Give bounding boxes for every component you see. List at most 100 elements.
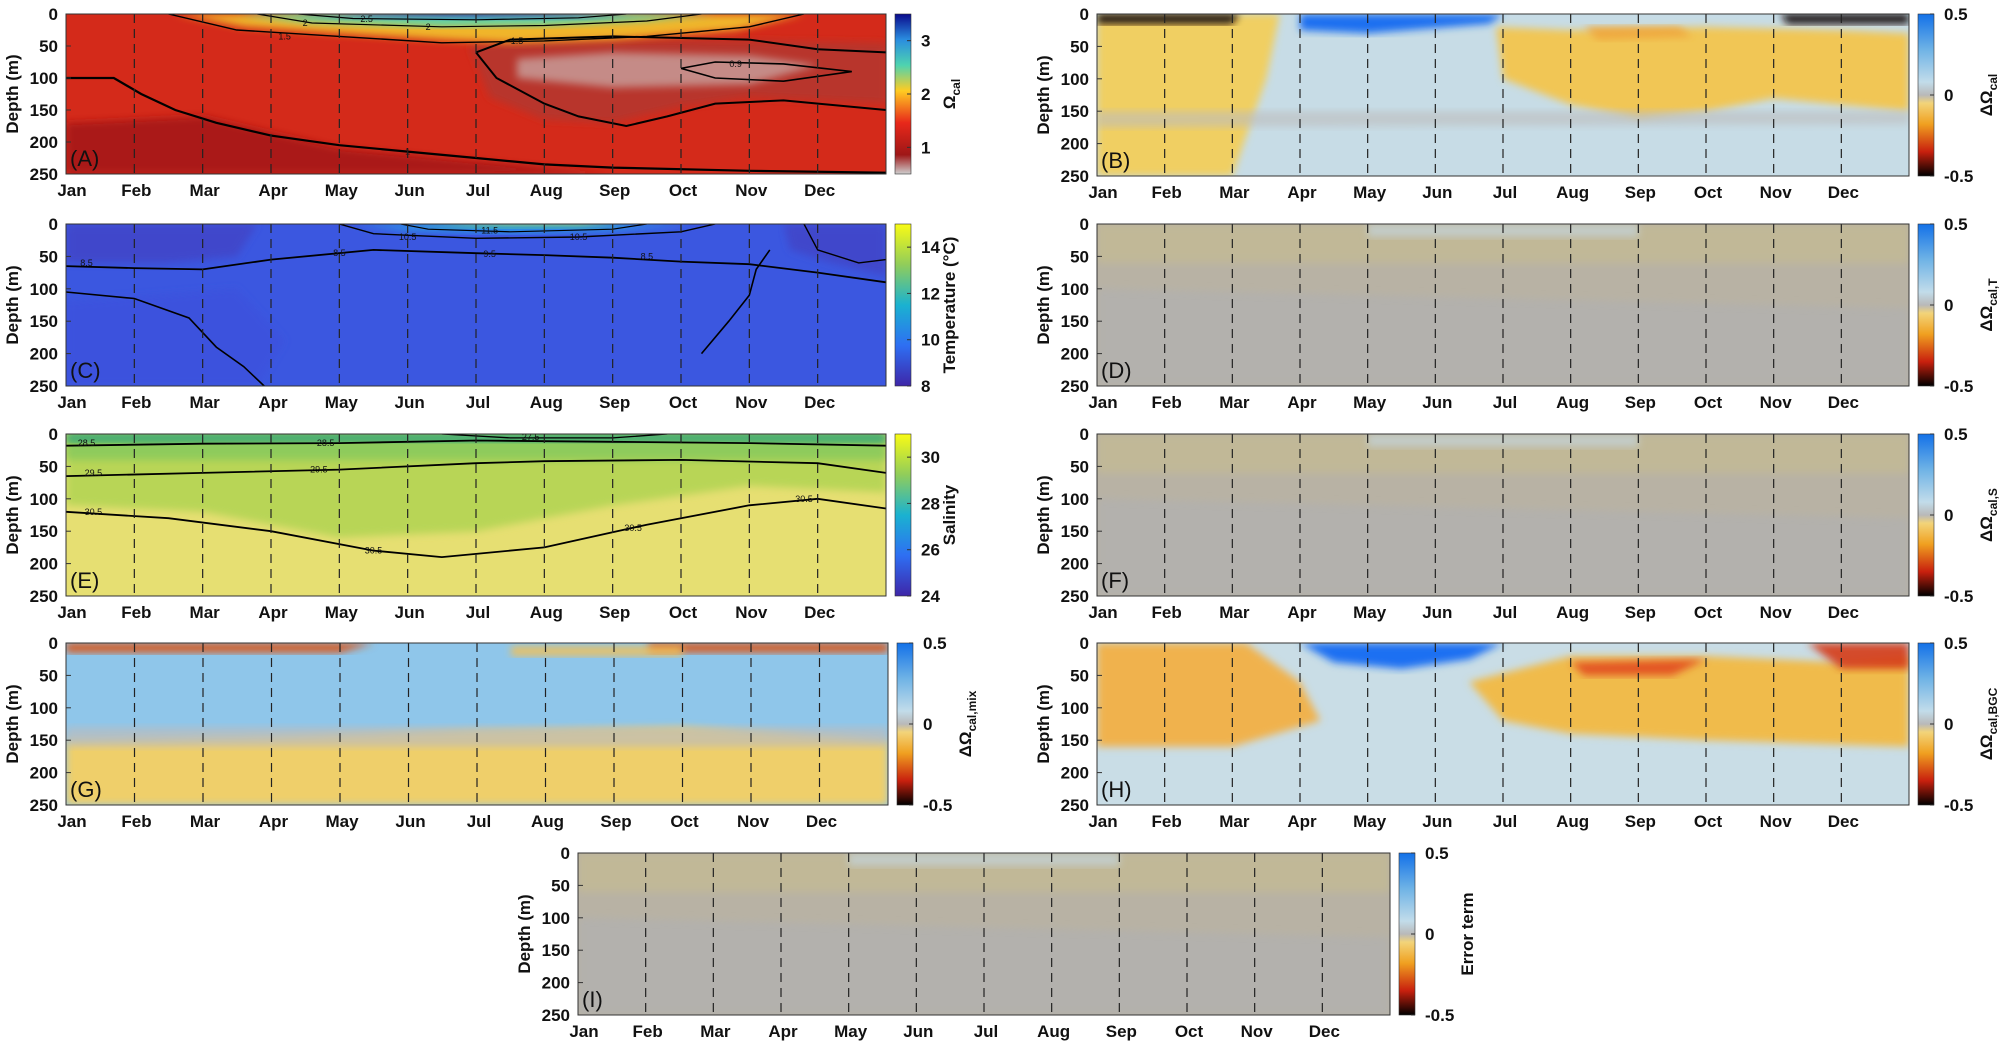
- month-tick: Jan: [57, 393, 86, 412]
- month-tick: Sep: [1625, 183, 1656, 202]
- month-tick: Oct: [669, 603, 698, 622]
- month-tick: May: [1353, 603, 1387, 622]
- month-tick: Apr: [1287, 183, 1317, 202]
- month-tick: Nov: [1760, 812, 1793, 831]
- month-tick: Jul: [466, 393, 491, 412]
- month-tick: Aug: [1556, 603, 1589, 622]
- plot-frame: [577, 852, 1391, 1016]
- colorbar-tick: 3: [921, 32, 930, 51]
- month-tick: May: [1353, 183, 1387, 202]
- panel-label: (F): [1101, 568, 1129, 593]
- month-tick: May: [834, 1022, 868, 1041]
- contour-8-5-east: [700, 249, 771, 355]
- month-tick: Jun: [1422, 393, 1452, 412]
- month-tick: Dec: [804, 181, 835, 200]
- month-tick: Jan: [1088, 393, 1117, 412]
- depth-axis-label: Depth (m): [1034, 265, 1053, 344]
- depth-tick: 200: [1061, 345, 1089, 364]
- depth-tick: 150: [1061, 312, 1089, 331]
- month-tick: Jun: [1422, 812, 1452, 831]
- depth-tick: 200: [1061, 555, 1089, 574]
- depth-tick: 200: [542, 974, 570, 993]
- panel-label: (G): [70, 777, 102, 802]
- plot-frame: [1096, 223, 1910, 387]
- surface-red-fall: [648, 643, 888, 653]
- month-tick: Sep: [1625, 812, 1656, 831]
- contour-label: 10.5: [399, 232, 417, 242]
- depth-axis-label: Depth (m): [1034, 684, 1053, 763]
- colorbar-tick: 14: [921, 238, 940, 257]
- contour-29-5: [66, 458, 886, 477]
- month-tick: Nov: [1760, 603, 1793, 622]
- colorbar-tick: -0.5: [1425, 1006, 1454, 1025]
- contour-11-5: [400, 224, 647, 233]
- depth-tick: 100: [1061, 280, 1089, 299]
- month-tick: Feb: [1152, 812, 1182, 831]
- contour-1-lower: [475, 51, 886, 128]
- month-tick: Dec: [806, 812, 837, 831]
- month-tick: Mar: [1219, 812, 1250, 831]
- month-tick: Jul: [1493, 393, 1518, 412]
- depth-tick: 200: [1061, 135, 1089, 154]
- month-tick: Jan: [569, 1022, 598, 1041]
- colorbar-label: Ωcal: [940, 79, 963, 109]
- month-tick: Feb: [1152, 603, 1182, 622]
- depth-tick: 100: [1061, 70, 1089, 89]
- contour-label: 0.9: [729, 59, 742, 69]
- month-tick: Oct: [1694, 393, 1723, 412]
- axes-B: Jan Feb Mar Apr May Jun Jul Aug Sep Oct Nov Dec 0 50 1…: [1034, 5, 2000, 202]
- contour-label: 2.5: [360, 14, 373, 24]
- contour-label: 1.5: [278, 31, 291, 41]
- surface-aug: [511, 646, 683, 656]
- month-tick: Oct: [669, 181, 698, 200]
- month-tick: May: [1353, 812, 1387, 831]
- deep-low-omega: [66, 116, 613, 174]
- contour-label: 30.5: [624, 523, 642, 533]
- summer-positive: [1496, 27, 1909, 118]
- month-tick: Aug: [1556, 393, 1589, 412]
- month-tick: Oct: [1694, 812, 1723, 831]
- month-tick: Apr: [258, 603, 288, 622]
- depth-tick: 0: [1080, 425, 1089, 444]
- month-tick: Mar: [700, 1022, 731, 1041]
- depth-tick: 100: [30, 490, 58, 509]
- colorbar-tick: 0: [1944, 715, 1953, 734]
- month-tick: Nov: [1760, 393, 1793, 412]
- month-tick: Aug: [530, 393, 563, 412]
- month-tick: Nov: [735, 603, 768, 622]
- colorbar-tick: 12: [921, 284, 940, 303]
- contour-8-5-dec: [803, 224, 886, 264]
- depth-tick: 250: [30, 165, 58, 184]
- month-tick: Mar: [1219, 393, 1250, 412]
- month-tick: Mar: [190, 603, 221, 622]
- depth-axis-label: Depth (m): [3, 684, 22, 763]
- colorbar-label-sub: cal,BGC: [1986, 687, 2000, 734]
- month-tick: Apr: [1287, 603, 1317, 622]
- depth-tick: 100: [30, 699, 58, 718]
- month-tick: Oct: [1694, 183, 1723, 202]
- month-tick: Dec: [804, 393, 835, 412]
- plot-frame: [65, 223, 887, 387]
- surface-dark-dec: [1780, 14, 1909, 24]
- depth-tick: 0: [1080, 215, 1089, 234]
- spring-negative: [1300, 643, 1503, 669]
- colorbar-tick: 0.5: [923, 634, 947, 653]
- axes-H: Jan Feb Mar Apr May Jun Jul Aug Sep Oct Nov Dec 0 50 1…: [1034, 634, 2000, 831]
- month-tick: Dec: [1309, 1022, 1340, 1041]
- contour-label: 30.5: [85, 507, 103, 517]
- deep-cool: [66, 288, 285, 386]
- panel-label: (H): [1101, 777, 1132, 802]
- month-tick: Sep: [599, 603, 630, 622]
- colorbar-tick: -0.5: [1944, 796, 1973, 815]
- month-tick: Sep: [1106, 1022, 1137, 1041]
- colorbar-label-sub: cal,T: [1986, 278, 2000, 306]
- colorbar-label-sub: cal: [949, 79, 963, 96]
- colorbar-tick: 1: [921, 138, 930, 157]
- contour-1-5: [168, 14, 805, 44]
- depth-tick: 100: [1061, 490, 1089, 509]
- contour-0-9: [680, 61, 852, 83]
- depth-tick: 50: [39, 457, 58, 476]
- month-tick: Jun: [1422, 183, 1452, 202]
- axes-I: Jan Feb Mar Apr May Jun Jul Aug Sep Oct Nov Dec 0 50 1…: [515, 844, 1477, 1041]
- colorbar-tick: 10: [921, 331, 940, 350]
